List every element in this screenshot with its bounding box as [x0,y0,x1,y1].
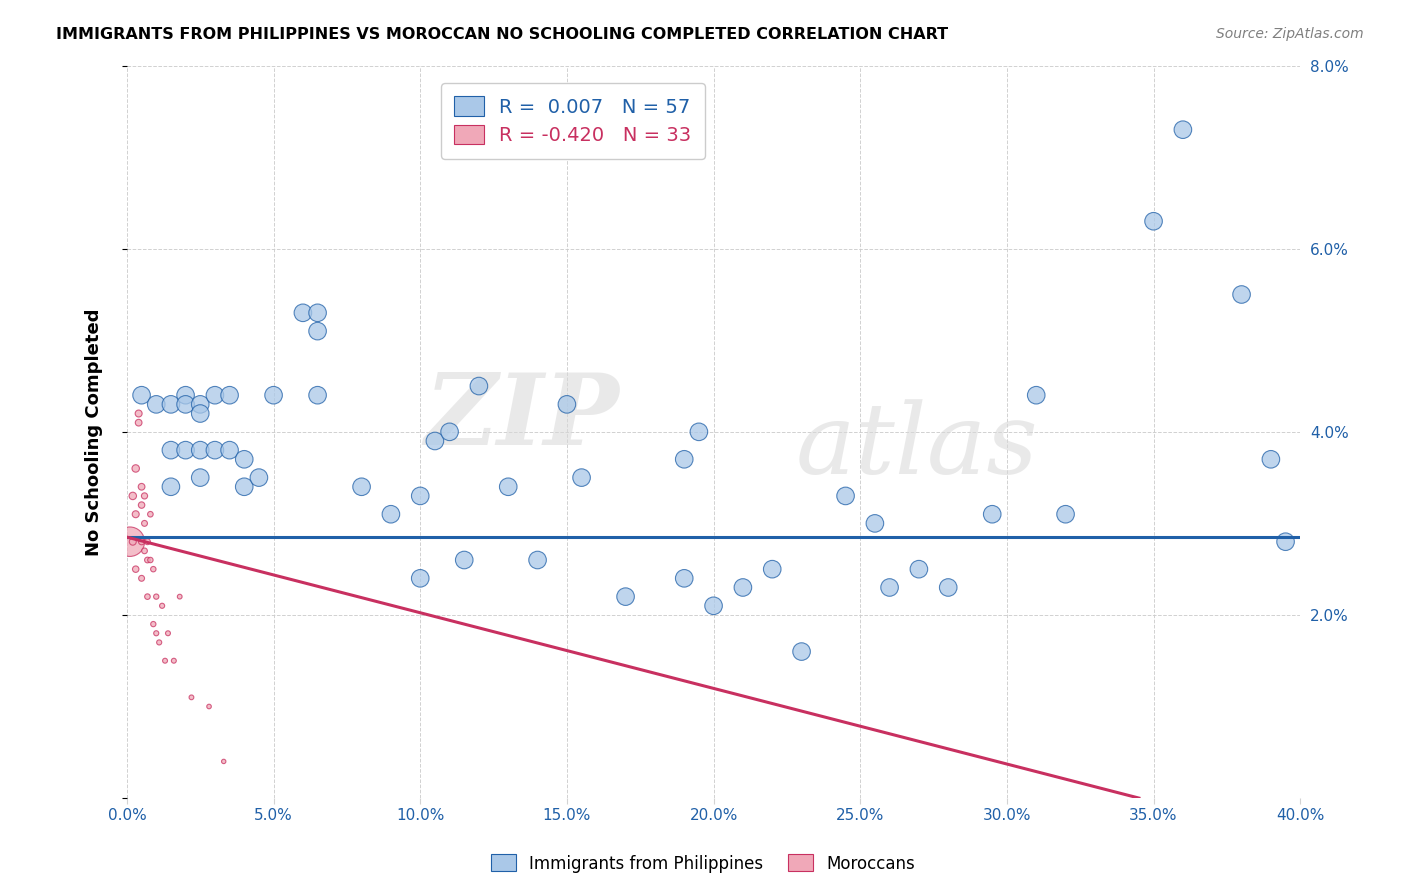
Point [204,388,226,402]
Point [153,654,176,668]
Point [307,324,329,338]
Point [218,443,240,458]
Point [761,562,783,576]
Point [673,571,696,585]
Point [409,489,432,503]
Point [263,388,285,402]
Point [188,470,211,484]
Point [423,434,446,448]
Point [134,489,156,503]
Point [131,388,153,402]
Point [131,534,153,549]
Point [1171,122,1194,136]
Point [790,644,813,658]
Point [188,407,211,421]
Point [148,635,170,649]
Point [121,489,143,503]
Point [150,599,173,613]
Point [145,590,167,604]
Point [121,534,143,549]
Point [1142,214,1164,228]
Legend: R =  0.007   N = 57, R = -0.420   N = 33: R = 0.007 N = 57, R = -0.420 N = 33 [440,83,704,159]
Point [1025,388,1047,402]
Point [174,443,197,458]
Point [863,516,886,531]
Point [233,480,256,494]
Point [169,590,191,604]
Point [204,443,226,458]
Point [233,452,256,467]
Point [703,599,725,613]
Point [247,470,270,484]
Point [139,507,162,521]
Point [439,425,461,439]
Point [142,617,165,632]
Point [136,553,159,567]
Point [350,480,373,494]
Point [163,654,186,668]
Point [212,755,235,769]
Point [526,553,548,567]
Point [128,416,150,430]
Point [142,562,165,576]
Point [131,571,153,585]
Point [160,480,183,494]
Point [908,562,931,576]
Point [834,489,856,503]
Text: Source: ZipAtlas.com: Source: ZipAtlas.com [1216,27,1364,41]
Legend: Immigrants from Philippines, Moroccans: Immigrants from Philippines, Moroccans [484,847,922,880]
Point [1230,287,1253,301]
Point [307,388,329,402]
Text: ZIP: ZIP [425,369,620,466]
Point [174,388,197,402]
Point [125,507,148,521]
Point [291,306,314,320]
Point [128,407,150,421]
Text: atlas: atlas [796,399,1039,494]
Point [131,498,153,512]
Point [156,626,179,640]
Point [1274,534,1296,549]
Point [160,443,183,458]
Point [131,480,153,494]
Point [453,553,475,567]
Point [468,379,491,393]
Y-axis label: No Schooling Completed: No Schooling Completed [86,308,103,556]
Point [160,397,183,411]
Point [981,507,1004,521]
Point [218,388,240,402]
Point [134,544,156,558]
Point [145,397,167,411]
Point [936,581,959,595]
Point [409,571,432,585]
Point [136,590,159,604]
Point [188,397,211,411]
Point [571,470,593,484]
Point [496,480,519,494]
Point [136,534,159,549]
Point [307,306,329,320]
Point [688,425,710,439]
Point [614,590,637,604]
Text: IMMIGRANTS FROM PHILIPPINES VS MOROCCAN NO SCHOOLING COMPLETED CORRELATION CHART: IMMIGRANTS FROM PHILIPPINES VS MOROCCAN … [56,27,949,42]
Point [125,562,148,576]
Point [180,690,202,705]
Point [555,397,578,411]
Point [145,626,167,640]
Point [879,581,901,595]
Point [673,452,696,467]
Point [731,581,754,595]
Point [174,397,197,411]
Point [188,443,211,458]
Point [118,534,141,549]
Point [380,507,402,521]
Point [125,461,148,475]
Point [198,699,221,714]
Point [139,553,162,567]
Point [134,516,156,531]
Point [1260,452,1282,467]
Point [1054,507,1077,521]
